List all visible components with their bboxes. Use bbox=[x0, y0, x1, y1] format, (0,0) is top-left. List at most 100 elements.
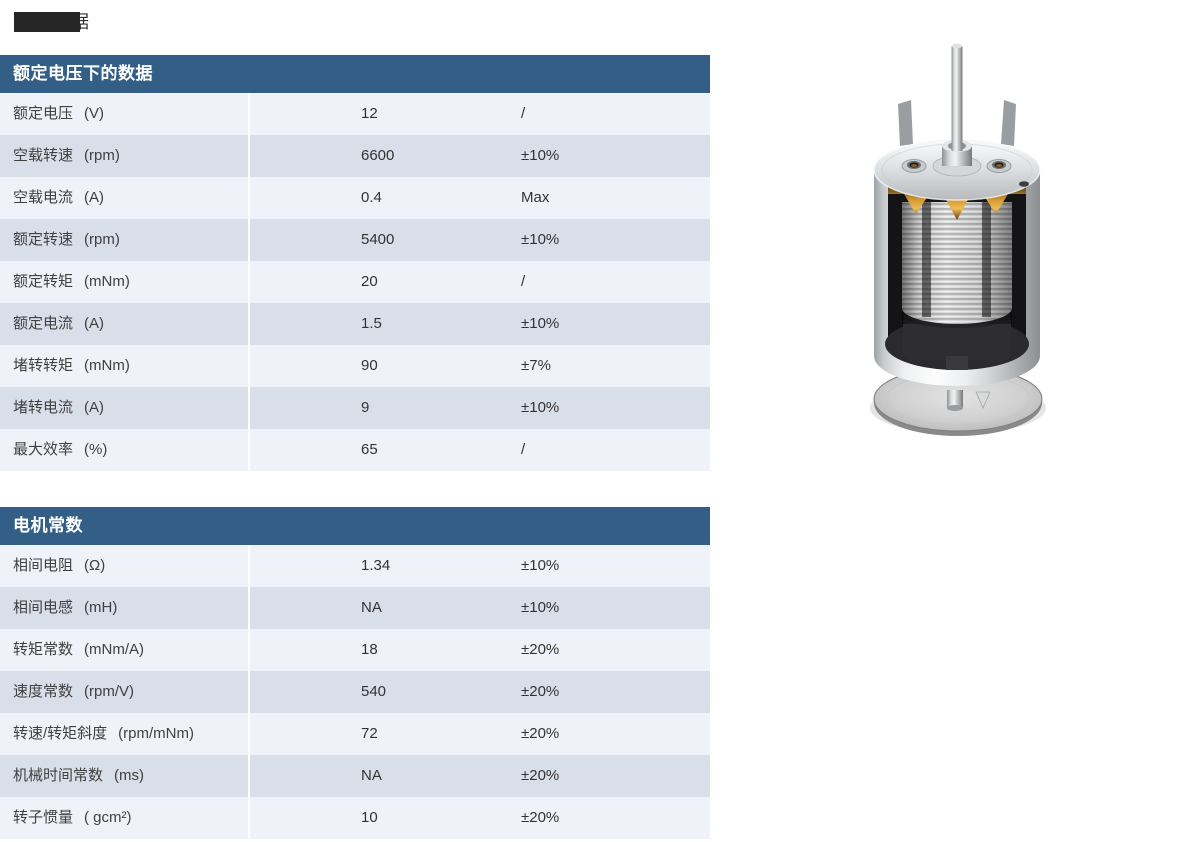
parameter-unit: (A) bbox=[84, 399, 105, 416]
row-value: NA bbox=[361, 599, 382, 616]
parameter-name: 速度常数 bbox=[13, 683, 74, 700]
row-value: 72 bbox=[361, 725, 378, 742]
row-value: 540 bbox=[361, 683, 387, 700]
table-title: 电机常数 bbox=[0, 507, 710, 545]
motor-shaft bbox=[951, 46, 963, 151]
table-row: 相间电感 (mH) NA ±10% bbox=[0, 587, 710, 629]
table-body: 额定电压 (V) 12 / 空载转速 (rpm) 6600 ±10% 空载电流 (A) 0.4 Max… bbox=[0, 93, 710, 471]
parameter-name: 额定转矩 bbox=[13, 273, 74, 290]
row-value: 0.4 bbox=[361, 189, 382, 206]
motor-illustration-svg bbox=[870, 43, 1046, 436]
parameter-unit: (mNm/A) bbox=[84, 641, 145, 658]
row-parameter-label: 最大效率 (%) bbox=[0, 429, 250, 471]
row-tolerance: ±20% bbox=[521, 641, 560, 658]
row-value: 9 bbox=[361, 399, 370, 416]
row-parameter-label: 额定电流 (A) bbox=[0, 303, 250, 345]
row-tolerance: ±10% bbox=[521, 557, 560, 574]
table-row: 速度常数 (rpm/V) 540 ±20% bbox=[0, 671, 710, 713]
row-value: 1.5 bbox=[361, 315, 382, 332]
parameter-name: 空载转速 bbox=[13, 147, 74, 164]
parameter-name: 空载电流 bbox=[13, 189, 74, 206]
row-tolerance: ±7% bbox=[521, 357, 551, 374]
row-parameter-label: 转子惯量 ( gcm²) bbox=[0, 797, 250, 839]
row-tolerance: ±20% bbox=[521, 767, 560, 784]
table-title: 额定电压下的数据 bbox=[0, 55, 710, 93]
table-row: 堵转电流 (A) 9 ±10% bbox=[0, 387, 710, 429]
parameter-name: 相间电感 bbox=[13, 599, 74, 616]
table-row: 空载电流 (A) 0.4 Max bbox=[0, 177, 710, 219]
row-value: 12 bbox=[361, 105, 378, 122]
parameter-name: 额定电流 bbox=[13, 315, 74, 332]
row-parameter-label: 空载电流 (A) bbox=[0, 177, 250, 219]
parameter-name: 最大效率 bbox=[13, 441, 74, 458]
row-parameter-label: 转速/转矩斜度 (rpm/mNm) bbox=[0, 713, 250, 755]
parameter-unit: (%) bbox=[84, 441, 108, 458]
row-tolerance: ±10% bbox=[521, 147, 560, 164]
parameter-unit: (ms) bbox=[114, 767, 145, 784]
row-parameter-label: 相间电感 (mH) bbox=[0, 587, 250, 629]
parameter-unit: (rpm/mNm) bbox=[118, 725, 194, 742]
table-row: 额定转矩 (mNm) 20 / bbox=[0, 261, 710, 303]
parameter-name: 转速/转矩斜度 bbox=[13, 725, 108, 742]
parameter-name: 转子惯量 bbox=[13, 809, 74, 826]
parameter-name: 机械时间常数 bbox=[13, 767, 104, 784]
parameter-name: 额定电压 bbox=[13, 105, 74, 122]
table-row: 转矩常数 (mNm/A) 18 ±20% bbox=[0, 629, 710, 671]
row-parameter-label: 额定转速 (rpm) bbox=[0, 219, 250, 261]
row-tolerance: ±10% bbox=[521, 399, 560, 416]
row-value: 1.34 bbox=[361, 557, 391, 574]
table-row: 相间电阻 (Ω) 1.34 ±10% bbox=[0, 545, 710, 587]
row-tolerance: Max bbox=[521, 189, 550, 206]
row-parameter-label: 转矩常数 (mNm/A) bbox=[0, 629, 250, 671]
row-value: 6600 bbox=[361, 147, 395, 164]
row-value: 65 bbox=[361, 441, 378, 458]
row-parameter-label: 机械时间常数 (ms) bbox=[0, 755, 250, 797]
screw-boss-right bbox=[986, 159, 1012, 173]
table-row: 额定转速 (rpm) 5400 ±10% bbox=[0, 219, 710, 261]
parameter-name: 堵转转矩 bbox=[13, 357, 74, 374]
table-row: 最大效率 (%) 65 / bbox=[0, 429, 710, 471]
parameter-unit: (mNm) bbox=[84, 273, 130, 290]
parameter-unit: (rpm/V) bbox=[84, 683, 135, 700]
table-row: 堵转转矩 (mNm) 90 ±7% bbox=[0, 345, 710, 387]
table-row: 转子惯量 ( gcm²) 10 ±20% bbox=[0, 797, 710, 839]
row-value: 90 bbox=[361, 357, 378, 374]
row-value: NA bbox=[361, 767, 382, 784]
row-tolerance: ±20% bbox=[521, 683, 560, 700]
parameter-unit: (mNm) bbox=[84, 357, 130, 374]
row-tolerance: ±10% bbox=[521, 599, 560, 616]
parameter-unit: (Ω) bbox=[84, 557, 106, 574]
row-tolerance: / bbox=[521, 441, 526, 458]
redaction-box bbox=[14, 12, 80, 32]
parameter-name: 相间电阻 bbox=[13, 557, 74, 574]
motor-constants-table: 电机常数 相间电阻 (Ω) 1.34 ±10% 相间电感 (mH) NA ±10% 转矩常数 (m… bbox=[0, 507, 710, 839]
parameter-name: 转矩常数 bbox=[13, 641, 74, 658]
row-tolerance: / bbox=[521, 105, 526, 122]
row-parameter-label: 堵转转矩 (mNm) bbox=[0, 345, 250, 387]
rated-voltage-table: 额定电压下的数据 额定电压 (V) 12 / 空载转速 (rpm) 6600 ±10% 空载电流… bbox=[0, 55, 710, 471]
row-tolerance: ±10% bbox=[521, 315, 560, 332]
row-value: 10 bbox=[361, 809, 378, 826]
row-tolerance: / bbox=[521, 273, 526, 290]
row-value: 18 bbox=[361, 641, 378, 658]
parameter-unit: (mH) bbox=[84, 599, 118, 616]
row-tolerance: ±20% bbox=[521, 725, 560, 742]
row-tolerance: ±20% bbox=[521, 809, 560, 826]
row-value: 20 bbox=[361, 273, 378, 290]
parameter-unit: (rpm) bbox=[84, 147, 120, 164]
table-row: 空载转速 (rpm) 6600 ±10% bbox=[0, 135, 710, 177]
row-parameter-label: 速度常数 (rpm/V) bbox=[0, 671, 250, 713]
motor-cutaway-image bbox=[858, 26, 1053, 438]
row-parameter-label: 额定电压 (V) bbox=[0, 93, 250, 135]
parameter-name: 额定转速 bbox=[13, 231, 74, 248]
row-parameter-label: 空载转速 (rpm) bbox=[0, 135, 250, 177]
row-parameter-label: 相间电阻 (Ω) bbox=[0, 545, 250, 587]
table-row: 机械时间常数 (ms) NA ±20% bbox=[0, 755, 710, 797]
row-parameter-label: 额定转矩 (mNm) bbox=[0, 261, 250, 303]
table-body: 相间电阻 (Ω) 1.34 ±10% 相间电感 (mH) NA ±10% 转矩常数 (mNm/A)… bbox=[0, 545, 710, 839]
table-row: 转速/转矩斜度 (rpm/mNm) 72 ±20% bbox=[0, 713, 710, 755]
parameter-unit: (A) bbox=[84, 315, 105, 332]
screw-boss-left bbox=[901, 159, 927, 173]
parameter-unit: (A) bbox=[84, 189, 105, 206]
parameter-unit: (rpm) bbox=[84, 231, 120, 248]
